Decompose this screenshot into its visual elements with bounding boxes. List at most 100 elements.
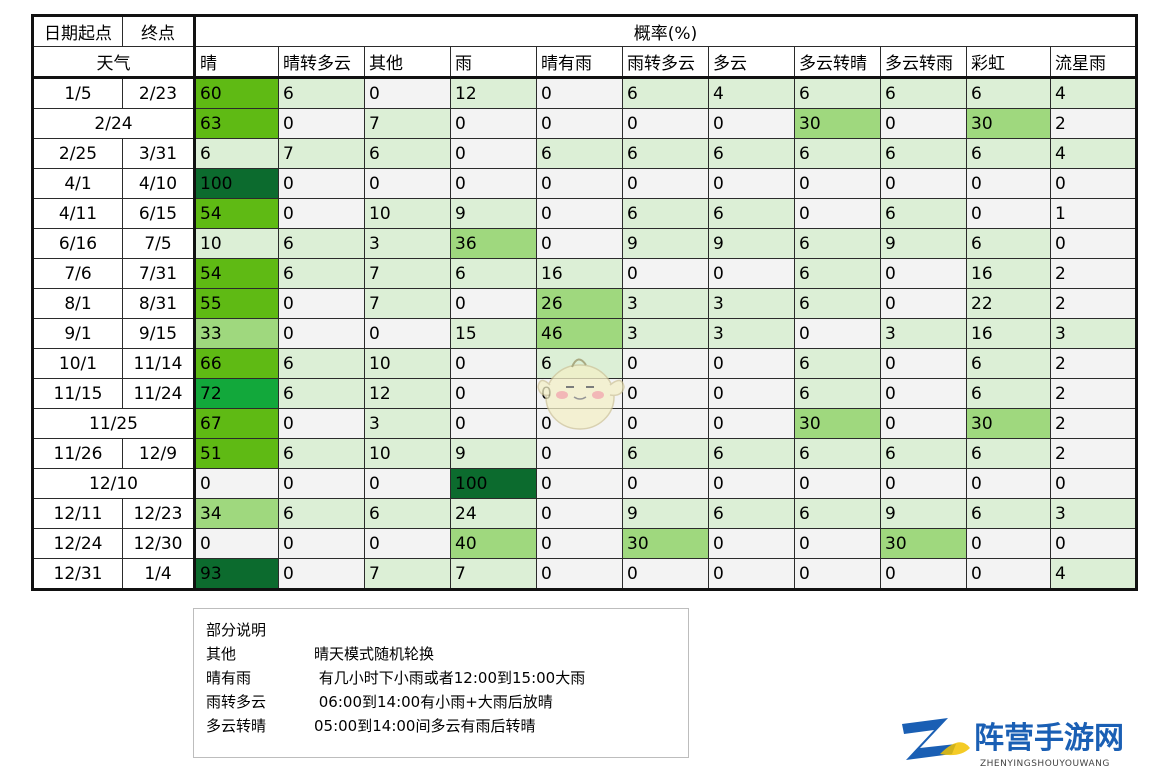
header-row-2: 天气 晴晴转多云 其他雨晴有雨 雨转多云 多云 多云转晴 多云转雨 彩虹 流星雨 [31,46,1138,79]
probability-cell: 24 [450,498,537,529]
probability-cell: 0 [1050,168,1138,199]
probability-cell: 34 [194,498,279,529]
column-header: 流星雨 [1050,46,1138,79]
table-row: 11/26 12/9 51 6 10 9 0 6 6 6 6 6 2 [31,438,1138,469]
probability-cell: 4 [1050,558,1138,591]
probability-cell: 6 [794,138,881,169]
probability-cell: 0 [794,318,881,349]
weather-probability-table: 日期起点 终点 概率(%) 天气 晴晴转多云 其他雨晴有雨 雨转多云 多云 多云转晴 多云… [31,14,1138,591]
start-date-cell: 6/16 [31,228,123,259]
probability-cell: 0 [536,468,623,499]
probability-cell: 6 [794,258,881,289]
probability-cell: 0 [536,198,623,229]
probability-cell: 7 [364,288,451,319]
probability-cell: 3 [708,288,795,319]
note-item: 其他 晴天模式随机轮换 [206,641,688,665]
probability-cell: 0 [536,558,623,591]
probability-cell: 0 [536,168,623,199]
probability-cell: 6 [794,498,881,529]
start-date-cell: 12/11 [31,498,123,529]
probability-cell: 6 [966,138,1051,169]
probability-cell: 6 [536,138,623,169]
probability-cell: 3 [364,228,451,259]
logo-z-icon [902,718,956,760]
logo-site-pinyin: ZHENYINGSHOUYOUWANG [980,759,1110,769]
weather-header: 天气 [31,46,196,79]
end-date-cell: 6/15 [122,198,196,229]
note-item: 多云转晴 05:00到14:00间多云有雨后转晴 [206,713,688,737]
probability-cell: 2 [1050,258,1138,289]
end-date-cell: 8/31 [122,288,196,319]
probability-cell: 0 [364,168,451,199]
probability-cell: 3 [708,318,795,349]
site-logo-watermark: 阵营手游网 ZHENYINGSHOUYOUWANG [900,714,1150,770]
end-date-cell: 12/30 [122,528,196,559]
probability-cell: 66 [194,348,279,379]
probability-cell: 9 [450,198,537,229]
probability-cell: 0 [278,198,365,229]
probability-cell: 0 [966,198,1051,229]
probability-cell: 6 [622,198,709,229]
probability-cell: 2 [1050,378,1138,409]
probability-cell: 9 [880,228,967,259]
probability-cell: 0 [450,348,537,379]
end-date-cell: 11/14 [122,348,196,379]
probability-cell: 30 [966,108,1051,139]
probability-cell: 0 [622,168,709,199]
probability-cell: 16 [966,258,1051,289]
probability-cell: 6 [278,258,365,289]
end-date-cell: 3/31 [122,138,196,169]
probability-cell: 6 [708,438,795,469]
probability-cell: 0 [278,288,365,319]
table-row: 12/31 1/4 93 0 7 7 0 0 0 0 0 0 4 [31,558,1138,591]
probability-cell: 6 [364,138,451,169]
probability-cell: 0 [622,108,709,139]
probability-cell: 30 [622,528,709,559]
probability-cell: 9 [880,498,967,529]
probability-cell: 0 [536,498,623,529]
probability-cell: 60 [194,77,279,109]
probability-cell: 6 [966,348,1051,379]
date-single-cell: 12/10 [31,468,196,499]
probability-cell: 6 [278,498,365,529]
logo-site-name: 阵营手游网 [974,721,1124,756]
probability-cell: 93 [194,558,279,591]
probability-cell: 0 [966,558,1051,591]
note-key: 雨转多云 [206,692,267,711]
probability-cell: 10 [194,228,279,259]
probability-cell: 3 [622,318,709,349]
probability-cell: 6 [278,378,365,409]
probability-cell: 0 [880,468,967,499]
note-key: 多云转晴 [206,716,267,735]
probability-cell: 6 [364,498,451,529]
probability-cell: 0 [278,558,365,591]
probability-cell: 6 [880,138,967,169]
probability-cell: 72 [194,378,279,409]
probability-cell: 6 [708,198,795,229]
start-date-header: 日期起点 [31,14,123,47]
probability-cell: 100 [450,468,537,499]
column-header: 雨转多云 [622,46,709,79]
table-row: 4/11 6/15 54 0 10 9 0 6 6 0 6 0 1 [31,198,1138,229]
probability-cell: 0 [622,348,709,379]
table-row: 4/1 4/10 100 0 0 0 0 0 0 0 0 0 0 [31,168,1138,199]
probability-cell: 0 [794,558,881,591]
note-item: 晴有雨 有几小时下小雨或者12:00到15:00大雨 [206,665,688,689]
probability-cell: 6 [278,348,365,379]
probability-cell: 0 [536,108,623,139]
probability-cell: 1 [1050,198,1138,229]
probability-cell: 6 [794,228,881,259]
probability-cell: 2 [1050,438,1138,469]
probability-cell: 0 [794,198,881,229]
probability-cell: 0 [364,468,451,499]
start-date-cell: 11/26 [31,438,123,469]
table-row: 6/16 7/5 10 6 3 36 0 9 9 6 9 6 0 [31,228,1138,259]
note-description: 06:00到14:00有小雨+大雨后放晴 [314,692,553,711]
probability-cell: 0 [708,378,795,409]
column-header: 多云转雨 [880,46,967,79]
probability-cell: 30 [794,408,881,439]
probability-cell: 0 [536,528,623,559]
probability-cell: 9 [450,438,537,469]
probability-cell: 33 [194,318,279,349]
note-key: 晴有雨 [206,668,252,687]
